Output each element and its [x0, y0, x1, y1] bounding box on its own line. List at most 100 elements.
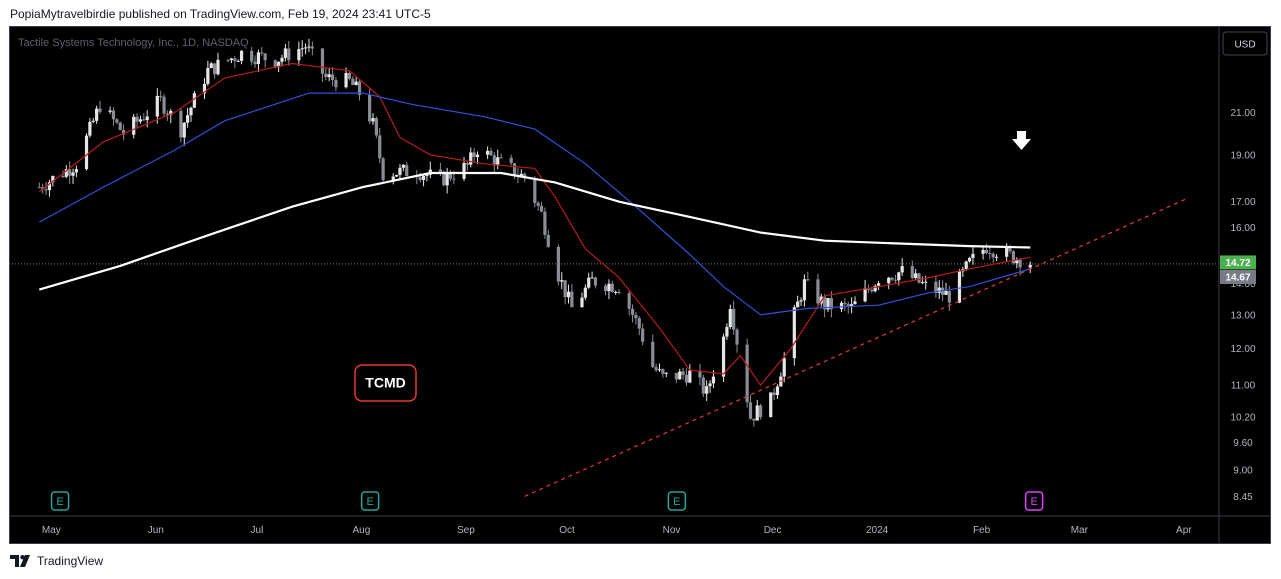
candle [1011, 250, 1016, 265]
candle [802, 274, 807, 307]
candle [186, 107, 190, 128]
candle-body [283, 48, 287, 58]
mid-ma-line [39, 92, 1031, 316]
candle-body [947, 291, 951, 303]
candle-body [209, 63, 213, 68]
candle-body [607, 283, 611, 292]
candle-body [543, 211, 547, 235]
candle-body [684, 374, 689, 383]
candle-body [759, 405, 763, 418]
candle [509, 154, 513, 166]
candle [371, 113, 375, 125]
candle [593, 276, 598, 289]
candle [202, 77, 207, 100]
y-tick-label: 8.45 [1233, 492, 1253, 503]
candle-body [850, 304, 854, 307]
price-chart[interactable]: 21.00 19.00 17.00 16.00 14.00 13.00 12.00 11.00… [9, 26, 1271, 544]
candle [68, 161, 72, 184]
candle-body [418, 177, 422, 181]
candle [560, 272, 564, 290]
candle-body [118, 122, 122, 131]
last-price-tag-text: 14.72 [1225, 258, 1250, 269]
candle-body [496, 157, 500, 166]
candle [681, 367, 685, 380]
candle [873, 284, 877, 293]
candle [823, 293, 827, 318]
candle-body [462, 162, 466, 179]
footer-brand: TradingView [10, 554, 103, 568]
candle-body [755, 405, 759, 421]
candle [728, 304, 732, 330]
candle-body [401, 164, 405, 168]
candle-body [839, 302, 844, 310]
prev-close-tag: 14.67 [1220, 269, 1256, 284]
candle [961, 266, 965, 277]
candle-body [900, 265, 904, 273]
candle [735, 327, 739, 353]
candle-body [91, 120, 95, 122]
candle-body [475, 154, 480, 157]
candle-body [37, 187, 41, 189]
candle-body [688, 370, 692, 383]
candle [121, 124, 126, 141]
candle [769, 392, 773, 418]
candle [330, 66, 335, 87]
candle-body [344, 73, 348, 88]
candle [310, 41, 314, 56]
candle-body [711, 376, 716, 384]
candle [233, 55, 237, 68]
candle [179, 107, 183, 143]
candle [967, 256, 972, 263]
candle [536, 201, 540, 211]
candle-body [583, 287, 587, 298]
chart-frame[interactable] [9, 26, 1271, 544]
candle [826, 298, 830, 313]
currency-button[interactable]: USD [1222, 31, 1268, 56]
candle-body [782, 358, 786, 377]
candle-body [806, 279, 810, 281]
candle-body [617, 291, 621, 294]
candle [475, 151, 480, 165]
candle [957, 269, 962, 304]
slow-ma-line [38, 171, 1031, 291]
candle-body [590, 277, 594, 279]
candle [374, 116, 378, 139]
candle-body [159, 95, 163, 97]
candle [775, 384, 780, 400]
candle [563, 280, 567, 305]
candle-body [910, 265, 914, 279]
candle [132, 114, 136, 139]
candle [108, 106, 112, 114]
candle [300, 40, 304, 57]
candle-body [438, 169, 443, 173]
candle [44, 181, 48, 196]
candle-body [304, 47, 308, 49]
x-tick-label: 2024 [866, 525, 889, 536]
candle [74, 165, 79, 178]
candle-body [98, 108, 102, 112]
candle [752, 418, 756, 427]
earnings-badge-label: E [56, 496, 63, 508]
candle [981, 245, 985, 260]
publish-header: PopiaMytravelbirdie published on Trading… [10, 7, 431, 21]
candle-body [277, 61, 281, 68]
candle-body [142, 119, 146, 121]
candle-body [924, 281, 928, 283]
candle-body [893, 279, 898, 281]
candle-body [71, 172, 75, 176]
candle [260, 47, 264, 56]
candle [546, 229, 550, 248]
candle [98, 100, 102, 114]
candle-body [988, 253, 992, 255]
candle-body [796, 301, 800, 308]
candle [890, 277, 894, 282]
candle [354, 77, 358, 86]
candle [216, 52, 220, 76]
candle [590, 271, 594, 279]
candle [61, 170, 65, 179]
candle-body [41, 187, 45, 190]
candle [95, 105, 99, 124]
candle-body [212, 63, 217, 75]
candle [84, 133, 89, 171]
candle [971, 247, 975, 265]
